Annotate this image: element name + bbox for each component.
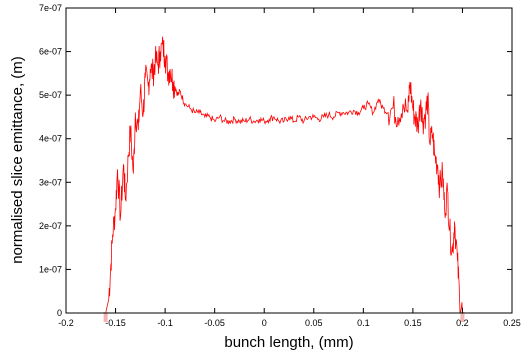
series-layer <box>103 36 465 322</box>
x-tick-label: 0.15 <box>404 318 422 328</box>
x-tick-label: 0.2 <box>456 318 469 328</box>
series-line-0 <box>105 36 463 314</box>
edge-marker-0 <box>103 312 108 322</box>
ticks-layer: -0.2 -0.15 -0.1 -0.05 0 0.05 0.1 0.15 0.2 0.25 0 1e… <box>39 3 521 328</box>
x-axis-title: bunch length, (mm) <box>224 334 353 351</box>
y-tick-label: 2e-07 <box>39 221 62 231</box>
x-tick-label: -0.15 <box>105 318 126 328</box>
y-tick-label: 5e-07 <box>39 90 62 100</box>
x-tick-label: 0.05 <box>305 318 323 328</box>
y-tick-label: 6e-07 <box>39 47 62 57</box>
y-axis-title: normalised slice emittance, (m) <box>9 56 26 264</box>
y-tick-label: 3e-07 <box>39 177 62 187</box>
y-tick-label: 1e-07 <box>39 264 62 274</box>
x-tick-label: 0.1 <box>357 318 370 328</box>
y-tick-label: 7e-07 <box>39 3 62 13</box>
x-tick-label: -0.1 <box>157 318 173 328</box>
x-tick-label: 0.25 <box>503 318 521 328</box>
x-tick-label: -0.05 <box>204 318 225 328</box>
edge-marker-1 <box>460 312 465 322</box>
plot-frame <box>65 7 513 314</box>
y-tick-label: 0 <box>57 308 62 318</box>
x-tick-label: -0.2 <box>58 318 74 328</box>
x-tick-label: 0 <box>262 318 267 328</box>
y-tick-label: 4e-07 <box>39 134 62 144</box>
